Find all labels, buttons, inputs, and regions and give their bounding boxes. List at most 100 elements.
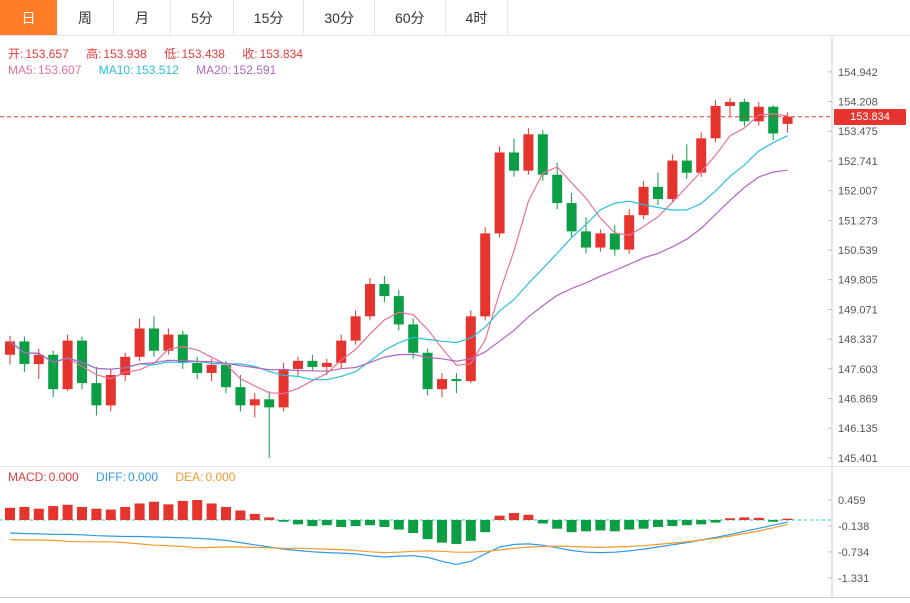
candle-body — [134, 328, 145, 357]
tab-4hour[interactable]: 4时 — [445, 0, 509, 35]
ma5-label: MA5: — [8, 63, 37, 77]
open-label: 开: — [8, 47, 24, 61]
macd-histogram-bar — [33, 508, 44, 520]
macd-histogram-bar — [62, 504, 73, 520]
candle-body — [552, 174, 563, 204]
diff-label: DIFF: — [96, 470, 127, 484]
candle-body — [177, 334, 188, 363]
candle-body — [206, 364, 217, 373]
candle-body — [379, 283, 390, 297]
macd-histogram-bar — [595, 520, 606, 531]
macd-histogram-bar — [5, 507, 15, 520]
candle-body — [581, 231, 591, 248]
diff-line — [9, 521, 788, 566]
macd-histogram-bar — [163, 504, 174, 520]
candle-body — [221, 364, 231, 388]
axis-tick-label: 145.401 — [838, 453, 878, 465]
axis-tick-label: 151.273 — [838, 215, 878, 227]
ohlc-info: 开: 153.657 高: 153.938 低: 153.438 收: 153.834 — [8, 45, 317, 62]
dea-value: 0.000 — [205, 470, 236, 484]
candle-body — [163, 334, 174, 351]
axis-tick-label: 149.805 — [838, 275, 878, 287]
macd-histogram-bar — [365, 520, 375, 526]
candle-body — [33, 354, 44, 365]
axis-tick-label: -1.331 — [838, 573, 869, 585]
tab-60min[interactable]: 60分 — [374, 0, 446, 35]
ma20-value: 152.591 — [232, 63, 277, 77]
candle-body — [465, 316, 476, 382]
tab-day[interactable]: 日 — [0, 0, 57, 35]
tab-5min[interactable]: 5分 — [171, 0, 234, 35]
macd-histogram-bar — [494, 515, 505, 520]
ma5-line — [9, 113, 788, 395]
ma10-label: MA10: — [98, 63, 134, 77]
candle-body — [523, 134, 534, 171]
ma20-label: MA20: — [196, 63, 231, 77]
candle-body — [235, 387, 246, 406]
macd-histogram-bar — [278, 520, 289, 522]
timeframe-tabbar: 日 周 月 5分 15分 30分 60分 4时 — [0, 0, 910, 36]
high-label: 高: — [86, 47, 102, 61]
macd-histogram-bar — [624, 520, 635, 530]
tab-30min[interactable]: 30分 — [304, 0, 375, 35]
axis-tick-label: 149.071 — [838, 304, 878, 316]
axis-tick-label: 153.475 — [838, 126, 878, 138]
candle-body — [278, 368, 289, 408]
candle-body — [768, 106, 779, 134]
candle-body — [566, 203, 577, 232]
macd-histogram-bar — [221, 506, 231, 520]
axis-tick-label: 152.007 — [838, 186, 878, 198]
macd-info: MACD: 0.000 DIFF: 0.000 DEA: 0.000 — [8, 470, 249, 484]
macd-histogram-bar — [293, 520, 303, 525]
candle-body — [422, 352, 433, 390]
candle-body — [120, 356, 131, 376]
axis-tick-label: 152.741 — [838, 156, 878, 168]
dea-line — [9, 523, 788, 554]
candle-body — [451, 379, 462, 382]
macd-histogram-bar — [552, 520, 563, 529]
candle-body — [5, 341, 15, 355]
macd-histogram-bar — [523, 514, 534, 520]
tab-week[interactable]: 周 — [57, 0, 114, 35]
macd-histogram-bar — [768, 520, 779, 522]
tab-month[interactable]: 月 — [114, 0, 171, 35]
candle-body — [149, 328, 159, 351]
candle-body — [494, 152, 505, 234]
macd-histogram-bar — [451, 520, 462, 544]
axis-tick-label: 154.942 — [838, 67, 878, 79]
macd-histogram-bar — [206, 503, 217, 520]
macd-histogram-bar — [19, 506, 30, 520]
macd-histogram-bar — [350, 520, 361, 527]
candle-body — [437, 379, 447, 390]
macd-histogram-bar — [408, 520, 419, 534]
candle-body — [91, 383, 102, 406]
macd-histogram-bar — [710, 520, 721, 523]
axis-tick-label: 146.869 — [838, 394, 878, 406]
candle-body — [393, 296, 404, 325]
low-value: 153.438 — [181, 47, 225, 61]
ma5-value: 153.607 — [38, 63, 82, 77]
macd-histogram-bar — [120, 506, 131, 520]
candle-body — [667, 160, 678, 200]
candle-body — [264, 399, 275, 408]
candle-body — [365, 283, 375, 317]
macd-histogram-bar — [134, 503, 145, 520]
macd-histogram-bar — [422, 520, 433, 540]
tab-15min[interactable]: 15分 — [233, 0, 305, 35]
candle-body — [753, 106, 764, 122]
ma10-value: 153.512 — [135, 63, 179, 77]
candle-body — [681, 160, 692, 173]
candle-body — [62, 340, 73, 390]
candle-body — [725, 101, 735, 106]
candle-body — [192, 362, 203, 373]
macd-histogram-bar — [753, 517, 764, 520]
macd-histogram-bar — [264, 517, 275, 520]
dea-label: DEA: — [175, 470, 204, 484]
candle-body — [537, 134, 548, 175]
macd-label: MACD: — [8, 470, 47, 484]
low-label: 低: — [164, 47, 180, 61]
macd-histogram-bar — [653, 520, 663, 527]
macd-histogram-bar — [105, 509, 116, 520]
